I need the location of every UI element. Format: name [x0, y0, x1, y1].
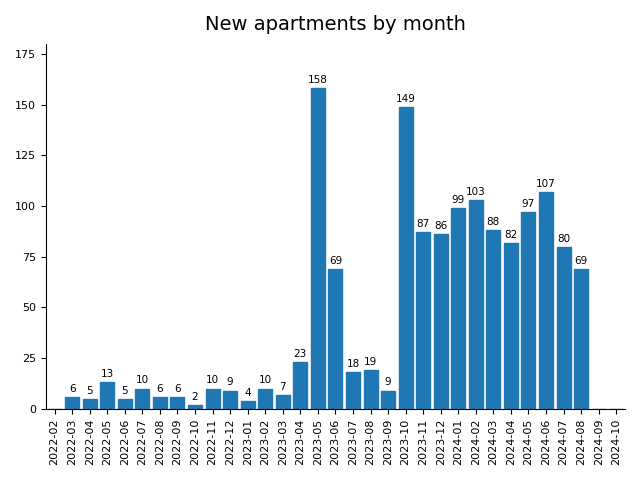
Bar	[504, 242, 518, 409]
Bar	[83, 399, 97, 409]
Bar	[293, 362, 307, 409]
Text: 99: 99	[452, 195, 465, 205]
Text: 18: 18	[346, 359, 360, 369]
Bar	[434, 234, 448, 409]
Bar	[100, 383, 115, 409]
Text: 4: 4	[244, 388, 251, 397]
Bar	[557, 247, 571, 409]
Bar	[188, 405, 202, 409]
Text: 6: 6	[157, 384, 163, 394]
Text: 82: 82	[504, 229, 518, 240]
Bar	[522, 212, 536, 409]
Text: 97: 97	[522, 199, 535, 209]
Bar	[469, 200, 483, 409]
Bar	[451, 208, 465, 409]
Text: 13: 13	[100, 370, 114, 379]
Bar	[276, 395, 290, 409]
Text: 107: 107	[536, 179, 556, 189]
Title: New apartments by month: New apartments by month	[205, 15, 466, 34]
Text: 2: 2	[192, 392, 198, 402]
Text: 10: 10	[136, 375, 149, 385]
Bar	[381, 391, 395, 409]
Text: 5: 5	[86, 385, 93, 396]
Text: 69: 69	[329, 256, 342, 266]
Text: 87: 87	[417, 219, 430, 229]
Text: 9: 9	[227, 377, 234, 387]
Bar	[258, 388, 272, 409]
Bar	[399, 107, 413, 409]
Bar	[416, 232, 430, 409]
Text: 9: 9	[385, 377, 392, 387]
Bar	[364, 370, 378, 409]
Text: 6: 6	[69, 384, 76, 394]
Text: 19: 19	[364, 357, 377, 367]
Text: 5: 5	[122, 385, 128, 396]
Bar	[223, 391, 237, 409]
Bar	[205, 388, 220, 409]
Text: 10: 10	[259, 375, 272, 385]
Bar	[574, 269, 588, 409]
Bar	[311, 88, 325, 409]
Text: 80: 80	[557, 234, 570, 243]
Text: 7: 7	[280, 382, 286, 392]
Bar	[65, 396, 79, 409]
Text: 149: 149	[396, 94, 415, 104]
Text: 10: 10	[206, 375, 219, 385]
Text: 69: 69	[575, 256, 588, 266]
Text: 23: 23	[294, 349, 307, 359]
Text: 86: 86	[434, 221, 447, 231]
Bar	[328, 269, 342, 409]
Bar	[539, 192, 553, 409]
Text: 88: 88	[487, 217, 500, 228]
Bar	[153, 396, 167, 409]
Bar	[486, 230, 500, 409]
Bar	[135, 388, 149, 409]
Text: 6: 6	[174, 384, 180, 394]
Text: 158: 158	[308, 75, 328, 85]
Bar	[170, 396, 184, 409]
Bar	[241, 401, 255, 409]
Text: 103: 103	[466, 187, 486, 197]
Bar	[118, 399, 132, 409]
Bar	[346, 372, 360, 409]
